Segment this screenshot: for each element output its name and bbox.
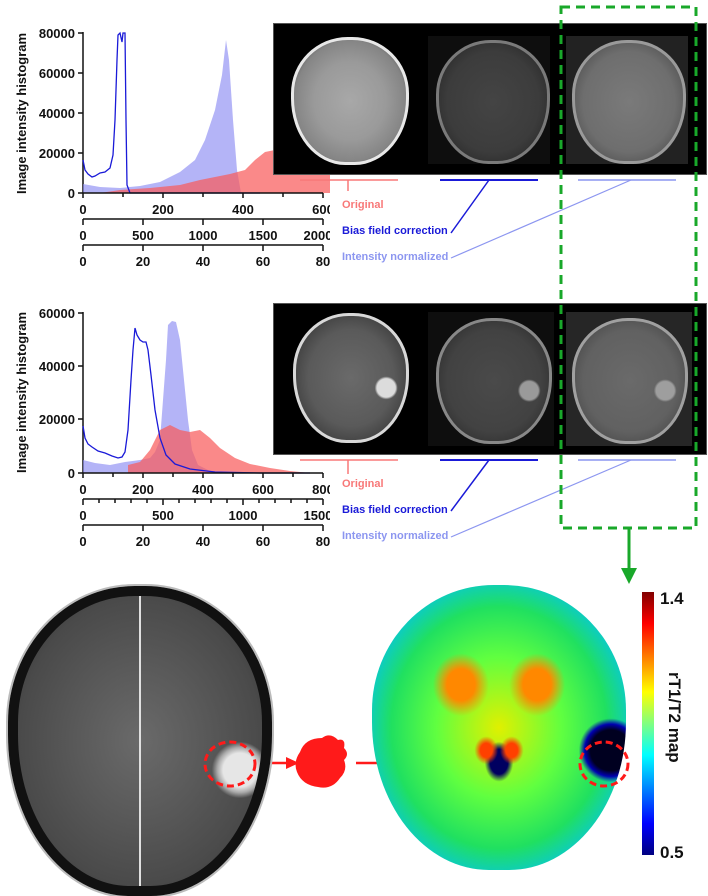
highlight-box	[559, 5, 698, 530]
x-axis-original-chart2	[82, 472, 324, 478]
t2-mri-panel	[273, 303, 707, 455]
xtick: 60	[256, 534, 270, 549]
legend-normalized-2: Intensity normalized	[342, 530, 449, 542]
t1-normalized-image	[572, 40, 686, 164]
x-axis-bias-chart1	[82, 218, 324, 225]
xtick: 80	[316, 254, 330, 269]
xtick: 400	[192, 482, 214, 497]
ytick-40000: 40000	[39, 106, 75, 121]
histogram-chart-t2: 60000 40000 20000 0 0 200 400 600 80 0	[39, 306, 330, 549]
xtick: 20	[136, 254, 150, 269]
xtick: 0	[79, 534, 86, 549]
tumor-roi-outline-left	[203, 740, 257, 788]
colorbar	[642, 592, 654, 855]
legend-bias-1: Bias field correction	[342, 225, 448, 237]
ytick-0: 0	[68, 466, 75, 481]
ytick-20000: 20000	[39, 412, 75, 427]
x-axis-normalized-chart2	[82, 524, 324, 531]
xtick: 0	[79, 254, 86, 269]
xtick: 1500	[304, 508, 330, 523]
xtick: 500	[132, 228, 154, 243]
xtick: 2000	[304, 228, 330, 243]
ytick-60000: 60000	[39, 306, 75, 321]
ytick-80000: 80000	[39, 26, 75, 41]
xtick: 200	[132, 482, 154, 497]
ytick-40000: 40000	[39, 359, 75, 374]
xtick: 1000	[189, 228, 218, 243]
xtick: 40	[196, 254, 210, 269]
t2-original-image	[293, 313, 409, 443]
legend-original-1: Original	[342, 199, 384, 211]
xtick: 1000	[229, 508, 258, 523]
y-axis-chart2	[78, 312, 84, 474]
xtick: 0	[79, 508, 86, 523]
xtick: 80	[316, 534, 330, 549]
ytick-20000: 20000	[39, 146, 75, 161]
series-bias-field-correction	[82, 327, 310, 474]
xtick: 0	[79, 228, 86, 243]
ytick-0: 0	[68, 186, 75, 201]
xtick: 800	[312, 482, 330, 497]
t2-bias-corrected-image	[436, 318, 552, 444]
x-axis-bias-chart2	[82, 498, 324, 505]
histogram-chart-t1: 80000 60000 40000 20000 0 0 200 400 60 0 …	[39, 26, 330, 269]
x-axis-original-chart1	[82, 192, 324, 198]
rt1t2-map	[372, 585, 626, 870]
legend-original-2: Original	[342, 478, 384, 490]
xtick: 500	[152, 508, 174, 523]
tumor-mask	[295, 735, 347, 788]
series-original	[100, 143, 330, 193]
xtick: 0	[79, 482, 86, 497]
xtick: 600	[312, 202, 330, 217]
xtick: 600	[252, 482, 274, 497]
t1-bias-corrected-image	[436, 40, 550, 164]
xtick: 400	[232, 202, 254, 217]
t2-normalized-image	[572, 318, 688, 444]
xtick: 40	[196, 534, 210, 549]
tumor-roi-outline-right	[578, 740, 630, 788]
legend-normalized-1: Intensity normalized	[342, 251, 449, 263]
xtick: 60	[256, 254, 270, 269]
x-axis-normalized-chart1	[82, 244, 324, 251]
xtick: 0	[79, 202, 86, 217]
series-bias-field-correction	[82, 31, 260, 194]
xtick: 20	[136, 534, 150, 549]
y-axis-chart1	[78, 32, 84, 194]
t1-mri-panel	[273, 23, 707, 175]
colorbar-max-label: 1.4	[660, 589, 684, 608]
xtick: 200	[152, 202, 174, 217]
series-intensity-normalized	[83, 40, 241, 193]
series-original	[128, 425, 310, 473]
ytick-60000: 60000	[39, 66, 75, 81]
legend-bias-2: Bias field correction	[342, 504, 448, 516]
colorbar-title: rT1/T2 map	[665, 672, 684, 763]
colorbar-min-label: 0.5	[660, 843, 684, 862]
xtick: 1500	[249, 228, 278, 243]
t1-original-image	[291, 37, 409, 165]
